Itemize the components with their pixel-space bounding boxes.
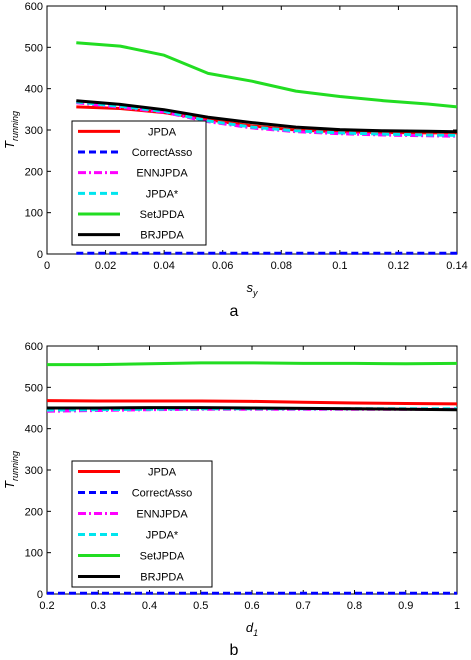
y-axis-title: Trunning xyxy=(2,111,20,149)
x-tick-label: 0.14 xyxy=(446,260,467,272)
legend-label: BRJPDA xyxy=(140,230,184,242)
series-line-brjpda xyxy=(47,406,458,412)
y-tick-label: 400 xyxy=(25,84,43,96)
x-axis-title: sy xyxy=(247,280,259,298)
y-tick-label: 500 xyxy=(25,382,43,394)
x-tick-label: 0 xyxy=(44,260,50,272)
y-tick-label: 200 xyxy=(25,166,43,178)
series-line-setjpda xyxy=(76,41,458,109)
legend-label: SetJPDA xyxy=(140,209,185,221)
x-tick-label: 1 xyxy=(454,600,460,612)
panel-label: b xyxy=(230,642,239,659)
legend-label: JPDA xyxy=(148,467,177,479)
x-tick-label: 0.5 xyxy=(193,600,208,612)
x-tick-label: 0.1 xyxy=(332,260,347,272)
x-axis-title-subscript: y xyxy=(252,288,258,298)
legend-label: JPDA* xyxy=(146,188,179,200)
y-axis-title-main: T xyxy=(2,480,17,489)
legend-label: BRJPDA xyxy=(140,572,184,584)
y-axis-title: Trunning xyxy=(2,451,20,489)
x-axis-title-main: d xyxy=(246,620,254,635)
series-line-brjpda xyxy=(76,99,458,134)
x-axis-title-subscript: 1 xyxy=(253,628,258,638)
series-line-jpda xyxy=(46,399,458,406)
chart-panel-a: 0 0.02 0.04 0.06 0.08 0.1 0.12 0.14 0 100 200 300 40… xyxy=(2,1,468,320)
y-tick-label: 100 xyxy=(25,548,43,560)
series-line-setjpda xyxy=(47,361,458,367)
x-tick-label: 0.3 xyxy=(91,600,106,612)
legend-label: JPDA* xyxy=(146,530,179,542)
legend-label: CorrectAsso xyxy=(132,488,193,500)
y-tick-label: 600 xyxy=(25,1,43,13)
y-axis-title-subscript: running xyxy=(10,111,20,141)
x-tick-label: 0.12 xyxy=(388,260,409,272)
y-tick-label: 400 xyxy=(25,424,43,436)
y-tick-label: 100 xyxy=(25,208,43,220)
legend: JPDA CorrectAsso ENNJPDA JPDA* SetJPDA BRJPDA xyxy=(71,460,213,588)
x-tick-label: 0.2 xyxy=(39,600,54,612)
legend-label: JPDA xyxy=(148,126,177,138)
y-tick-label: 500 xyxy=(25,42,43,54)
y-tick-label: 0 xyxy=(37,589,43,601)
legend-label: ENNJPDA xyxy=(136,509,188,521)
x-axis-title: d1 xyxy=(246,620,258,638)
y-tick-label: 300 xyxy=(25,125,43,137)
legend-label: SetJPDA xyxy=(140,551,185,563)
y-tick-label: 600 xyxy=(25,341,43,353)
series-line-jpda- xyxy=(76,100,458,137)
legend-box xyxy=(71,460,213,588)
legend: JPDA CorrectAsso ENNJPDA JPDA* SetJPDA BRJPDA xyxy=(71,120,207,246)
y-axis-title-subscript: running xyxy=(10,451,20,481)
x-tick-label: 0.08 xyxy=(271,260,292,272)
y-tick-label: 300 xyxy=(25,465,43,477)
panel-label: a xyxy=(230,303,239,320)
x-tick-label: 0.8 xyxy=(347,600,362,612)
x-tick-label: 0.9 xyxy=(398,600,413,612)
x-tick-label: 0.02 xyxy=(95,260,116,272)
x-tick-label: 0.4 xyxy=(142,600,157,612)
chart-panel-b: 0.2 0.3 0.4 0.5 0.6 0.7 0.8 0.9 1 0 100 200 300 400 50… xyxy=(2,341,460,659)
x-tick-label: 0.06 xyxy=(212,260,233,272)
x-tick-label: 0.04 xyxy=(153,260,174,272)
legend-box xyxy=(71,120,207,246)
x-tick-label: 0.7 xyxy=(296,600,311,612)
legend-label: CorrectAsso xyxy=(132,147,193,159)
x-tick-label: 0.6 xyxy=(244,600,259,612)
legend-label: ENNJPDA xyxy=(136,168,188,180)
x-axis-title-main: s xyxy=(247,280,254,295)
y-tick-label: 0 xyxy=(37,249,43,261)
y-axis-title-main: T xyxy=(2,140,17,149)
y-tick-label: 200 xyxy=(25,506,43,518)
